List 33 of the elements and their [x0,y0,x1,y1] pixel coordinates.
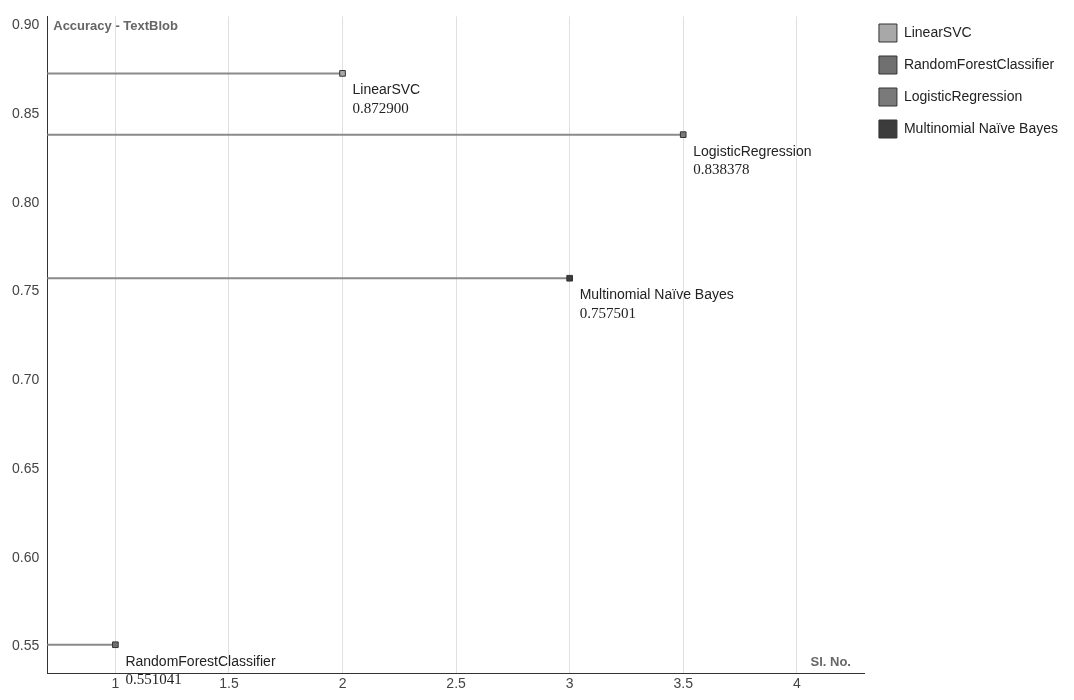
text: LogisticRegression [693,142,812,159]
x-tick-label: 4 [792,675,801,692]
legend-label: LogisticRegression [903,87,1023,104]
data-label: 0.551041 [125,671,182,688]
y-tick-label: 0.55 [12,637,40,654]
y-tick-label: 0.75 [12,282,40,299]
data-label: 0.838378 [693,161,750,178]
x-axis-title: Sl. No. [810,654,851,670]
x-tick-label: 2 [338,675,347,692]
data-label: 0.757501 [579,304,636,321]
legend-label: LinearSVC [903,23,972,40]
legend-label: Multinomial Naïve Bayes [903,119,1058,136]
y-tick-label: 0.80 [12,193,40,210]
legend-label: RandomForestClassifier [903,55,1055,72]
text: RandomForestClassifier [125,652,276,669]
chart-title: Accuracy - TextBlob [53,18,179,34]
point [679,131,687,138]
y-tick-label: 0.60 [12,548,40,565]
x-tick-label: 1.5 [219,675,239,692]
text: LinearSVC [352,81,421,98]
point [566,274,573,282]
x-tick-label: 3 [565,675,574,692]
x-tick-label: 1 [111,675,120,692]
text: Multinomial Naïve Bayes [579,286,734,303]
data-label: 0.872900 [352,99,409,116]
y-tick-label: 0.65 [12,459,40,476]
x-tick-label: 2.5 [446,675,467,692]
x-tick-label: 3.5 [673,675,694,692]
point [112,641,119,649]
y-tick-label: 0.90 [12,16,40,33]
y-tick-label: 0.85 [12,104,40,121]
point [339,70,346,77]
y-tick-label: 0.70 [12,371,40,388]
